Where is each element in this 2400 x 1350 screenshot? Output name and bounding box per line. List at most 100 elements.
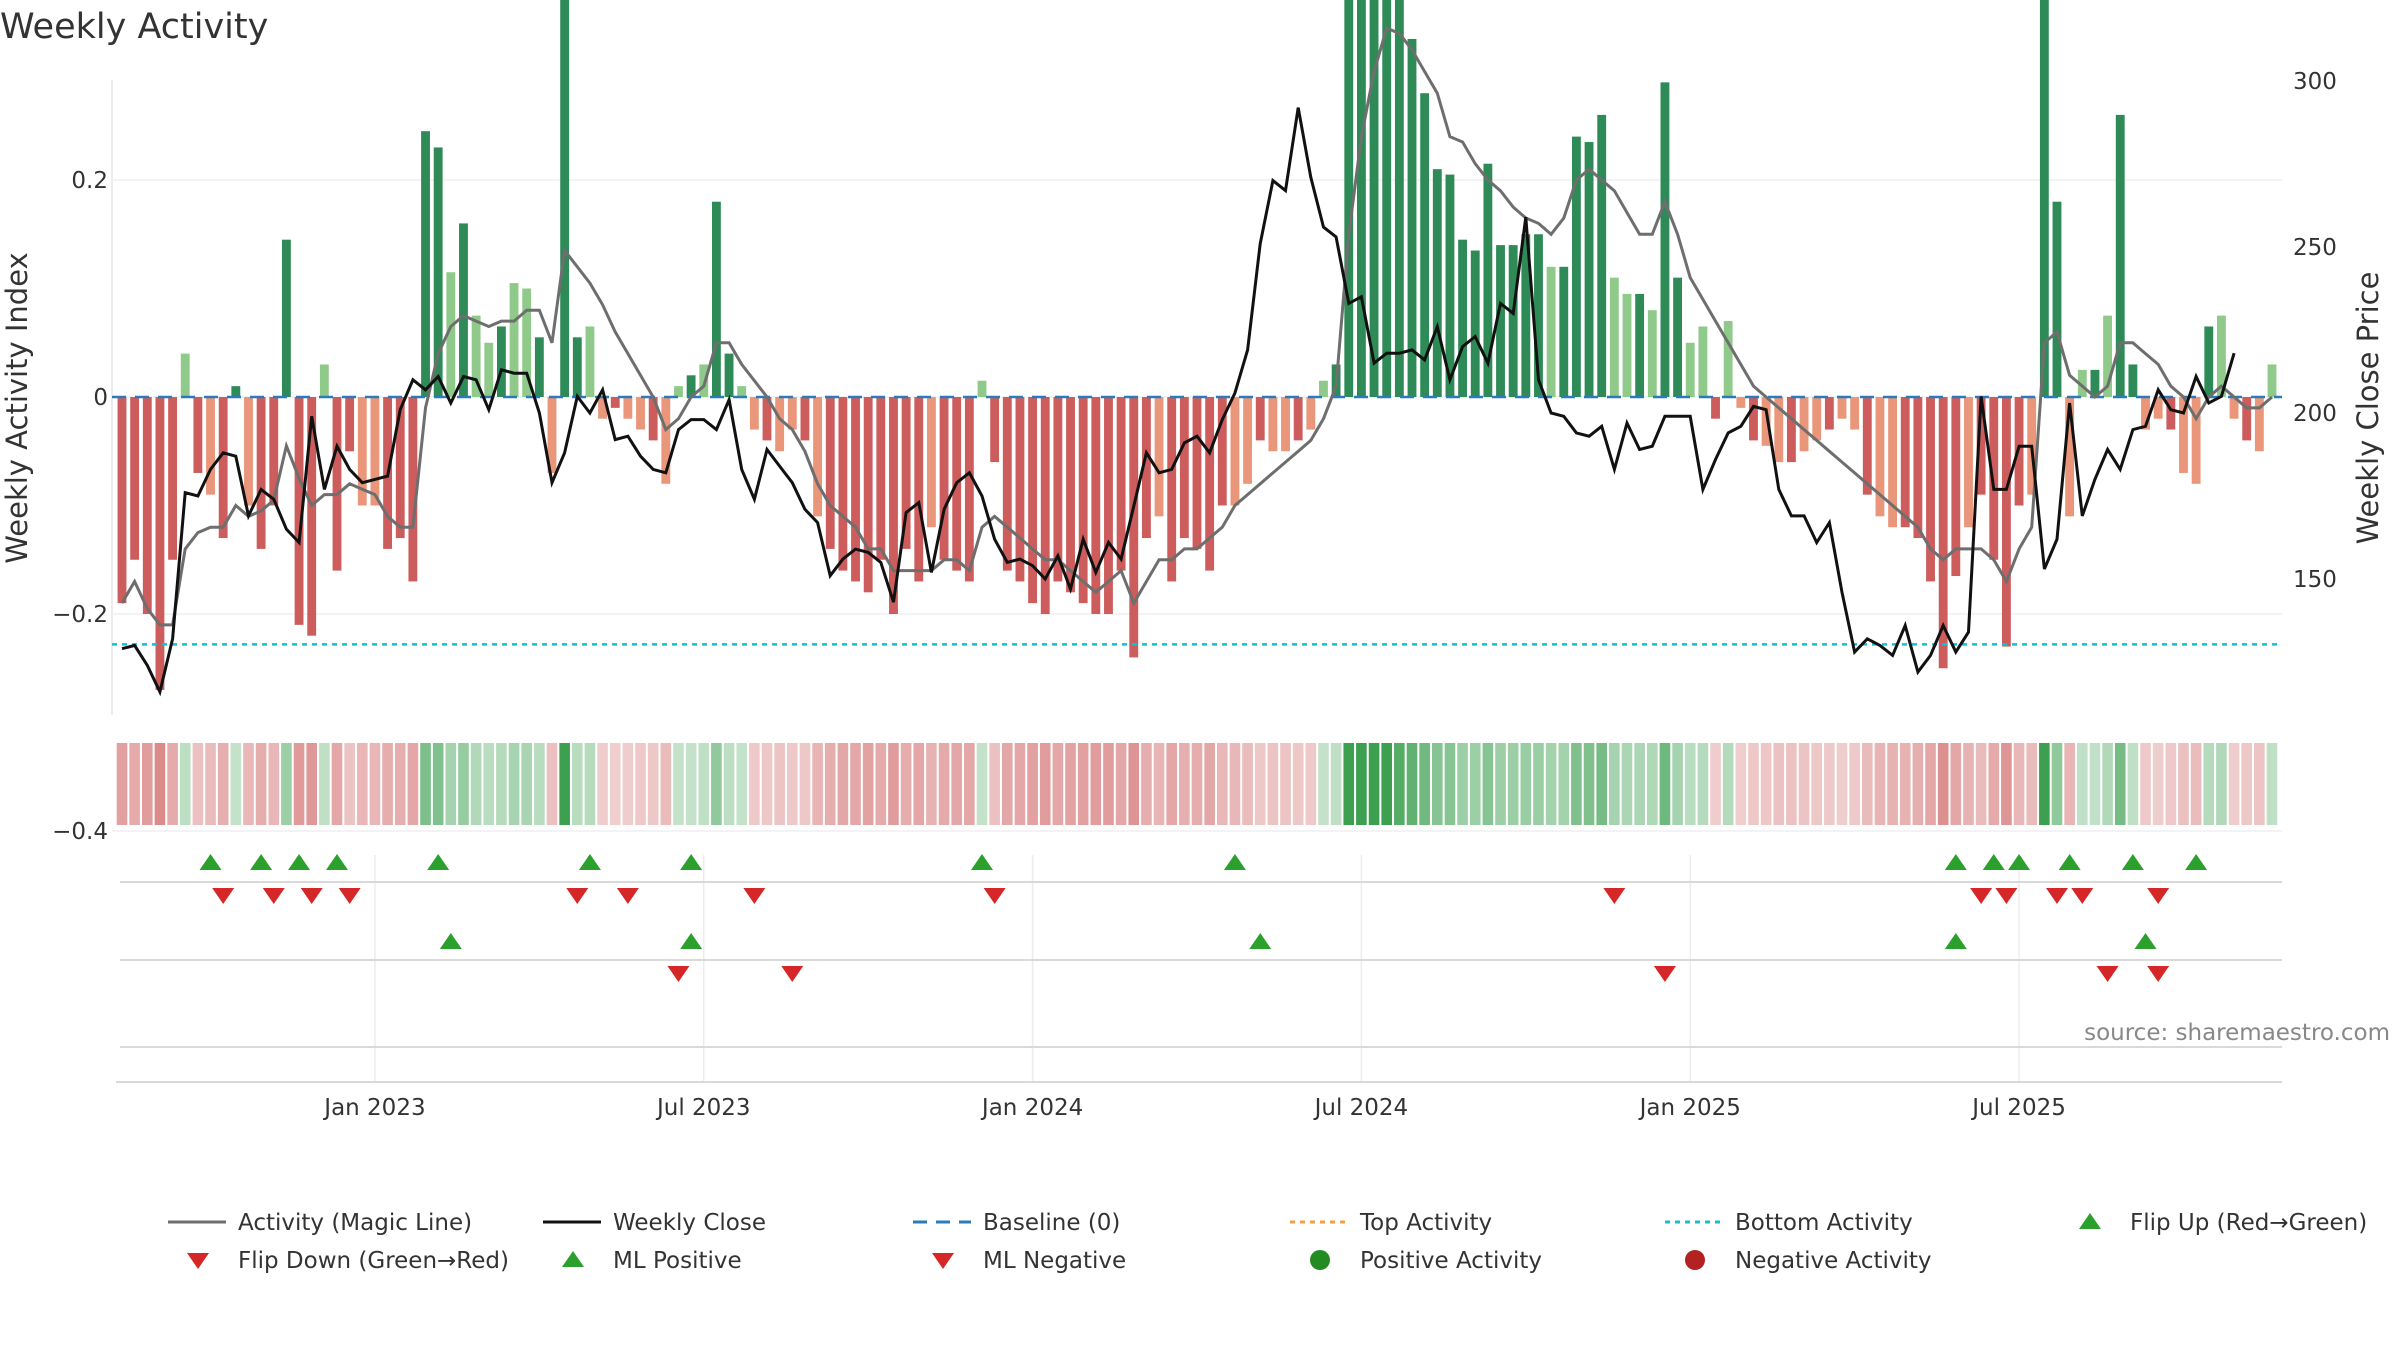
flip-down-marker xyxy=(1603,888,1626,904)
heat-cell xyxy=(432,743,444,825)
activity-bar xyxy=(800,397,810,441)
heat-cell xyxy=(1229,743,1241,825)
right-tick-label: 300 xyxy=(2293,69,2337,95)
heat-cell xyxy=(2013,743,2025,825)
heat-cell xyxy=(217,743,229,825)
heat-cell xyxy=(1507,743,1519,825)
heat-cell xyxy=(205,743,216,825)
heat-cell xyxy=(1330,743,1342,825)
flip-up-marker xyxy=(578,854,601,870)
heat-cell xyxy=(369,743,381,825)
heat-cell xyxy=(508,743,520,825)
activity-bar xyxy=(1217,397,1227,506)
activity-bar xyxy=(1723,321,1733,397)
ml-positive-marker xyxy=(680,933,703,949)
heat-cell xyxy=(116,743,128,825)
heat-cell xyxy=(382,743,393,825)
ml-negative-marker xyxy=(2096,966,2119,982)
activity-bar xyxy=(686,375,696,397)
activity-bar xyxy=(1812,397,1822,441)
heat-cell xyxy=(900,743,912,825)
heat-cell xyxy=(1697,743,1709,825)
activity-bar xyxy=(168,397,178,560)
activity-bar xyxy=(2191,397,2201,484)
right-axis-label: Weekly Close Price xyxy=(2351,272,2385,545)
activity-bar xyxy=(2039,0,2049,397)
heat-cell xyxy=(2127,743,2139,825)
flip-down-marker xyxy=(1995,888,2018,904)
activity-bar xyxy=(1926,397,1935,582)
heat-cell xyxy=(344,743,355,825)
flip-up-marker xyxy=(2008,854,2031,870)
heat-cell xyxy=(268,743,280,825)
heat-cell xyxy=(1659,743,1671,825)
heat-cell xyxy=(521,743,533,825)
legend-label: ML Negative xyxy=(983,1248,1126,1274)
heat-cell xyxy=(1027,743,1038,825)
heat-cell xyxy=(1179,743,1190,825)
legend-item: Negative Activity xyxy=(1685,1248,1932,1274)
heat-cell xyxy=(837,743,849,825)
heat-cell xyxy=(1153,743,1165,825)
activity-bar xyxy=(1900,397,1910,528)
heat-cell xyxy=(546,743,558,825)
activity-bar xyxy=(825,397,835,549)
heat-cell xyxy=(622,743,634,825)
heat-cell xyxy=(1128,743,1140,825)
activity-bar xyxy=(1635,293,1645,397)
heat-cell xyxy=(2001,743,2012,825)
activity-bar xyxy=(1306,397,1316,430)
heat-cell xyxy=(1899,743,1911,825)
heat-cell xyxy=(255,743,267,825)
heat-cell xyxy=(824,743,836,825)
activity-bar xyxy=(2141,397,2150,430)
heat-cell xyxy=(1634,743,1645,825)
heat-cell xyxy=(293,743,305,825)
x-tick-label: Jul 2023 xyxy=(655,1095,751,1121)
heat-cell xyxy=(926,743,937,825)
flip-down-marker xyxy=(338,888,361,904)
heat-cell xyxy=(1963,743,1974,825)
activity-bar xyxy=(1407,38,1417,397)
activity-bar xyxy=(1255,397,1265,441)
heat-cell xyxy=(1887,743,1898,825)
activity-bar xyxy=(1673,277,1683,397)
heat-cell xyxy=(458,743,469,825)
activity-bar xyxy=(509,283,519,397)
flip-up-marker xyxy=(199,854,222,870)
activity-bar xyxy=(117,397,127,604)
activity-bar xyxy=(1015,397,1025,582)
magic-line-series xyxy=(120,26,2273,627)
heat-cell xyxy=(331,743,343,825)
activity-bar xyxy=(560,0,570,397)
heat-cell xyxy=(761,743,773,825)
activity-bar xyxy=(155,397,165,690)
flip-down-marker xyxy=(1970,888,1993,904)
activity-bar xyxy=(370,397,380,506)
heat-cell xyxy=(1672,743,1683,825)
heat-cell xyxy=(964,743,975,825)
heat-cell xyxy=(1646,743,1658,825)
legend-label: Baseline (0) xyxy=(983,1210,1120,1236)
heat-cell xyxy=(129,743,140,825)
heat-cell xyxy=(2178,743,2189,825)
heat-cell xyxy=(1318,743,1329,825)
activity-bar xyxy=(1711,397,1720,419)
heat-cell xyxy=(1242,743,1253,825)
legend-label: Weekly Close xyxy=(613,1210,766,1236)
activity-heat-strip xyxy=(116,743,2278,825)
activity-bar xyxy=(1584,142,1594,397)
heat-cell xyxy=(1773,743,1785,825)
heat-cell xyxy=(976,743,988,825)
heat-cell xyxy=(1798,743,1810,825)
activity-bar xyxy=(2115,114,2125,398)
activity-bar xyxy=(1458,239,1468,397)
activity-bar xyxy=(319,364,329,397)
activity-bar xyxy=(1951,397,1961,577)
heat-cell xyxy=(1621,743,1633,825)
activity-bar xyxy=(1660,82,1670,397)
heat-cell xyxy=(1988,743,2000,825)
activity-bar xyxy=(2065,397,2075,517)
heat-cell xyxy=(1052,743,1064,825)
heat-cell xyxy=(875,743,887,825)
